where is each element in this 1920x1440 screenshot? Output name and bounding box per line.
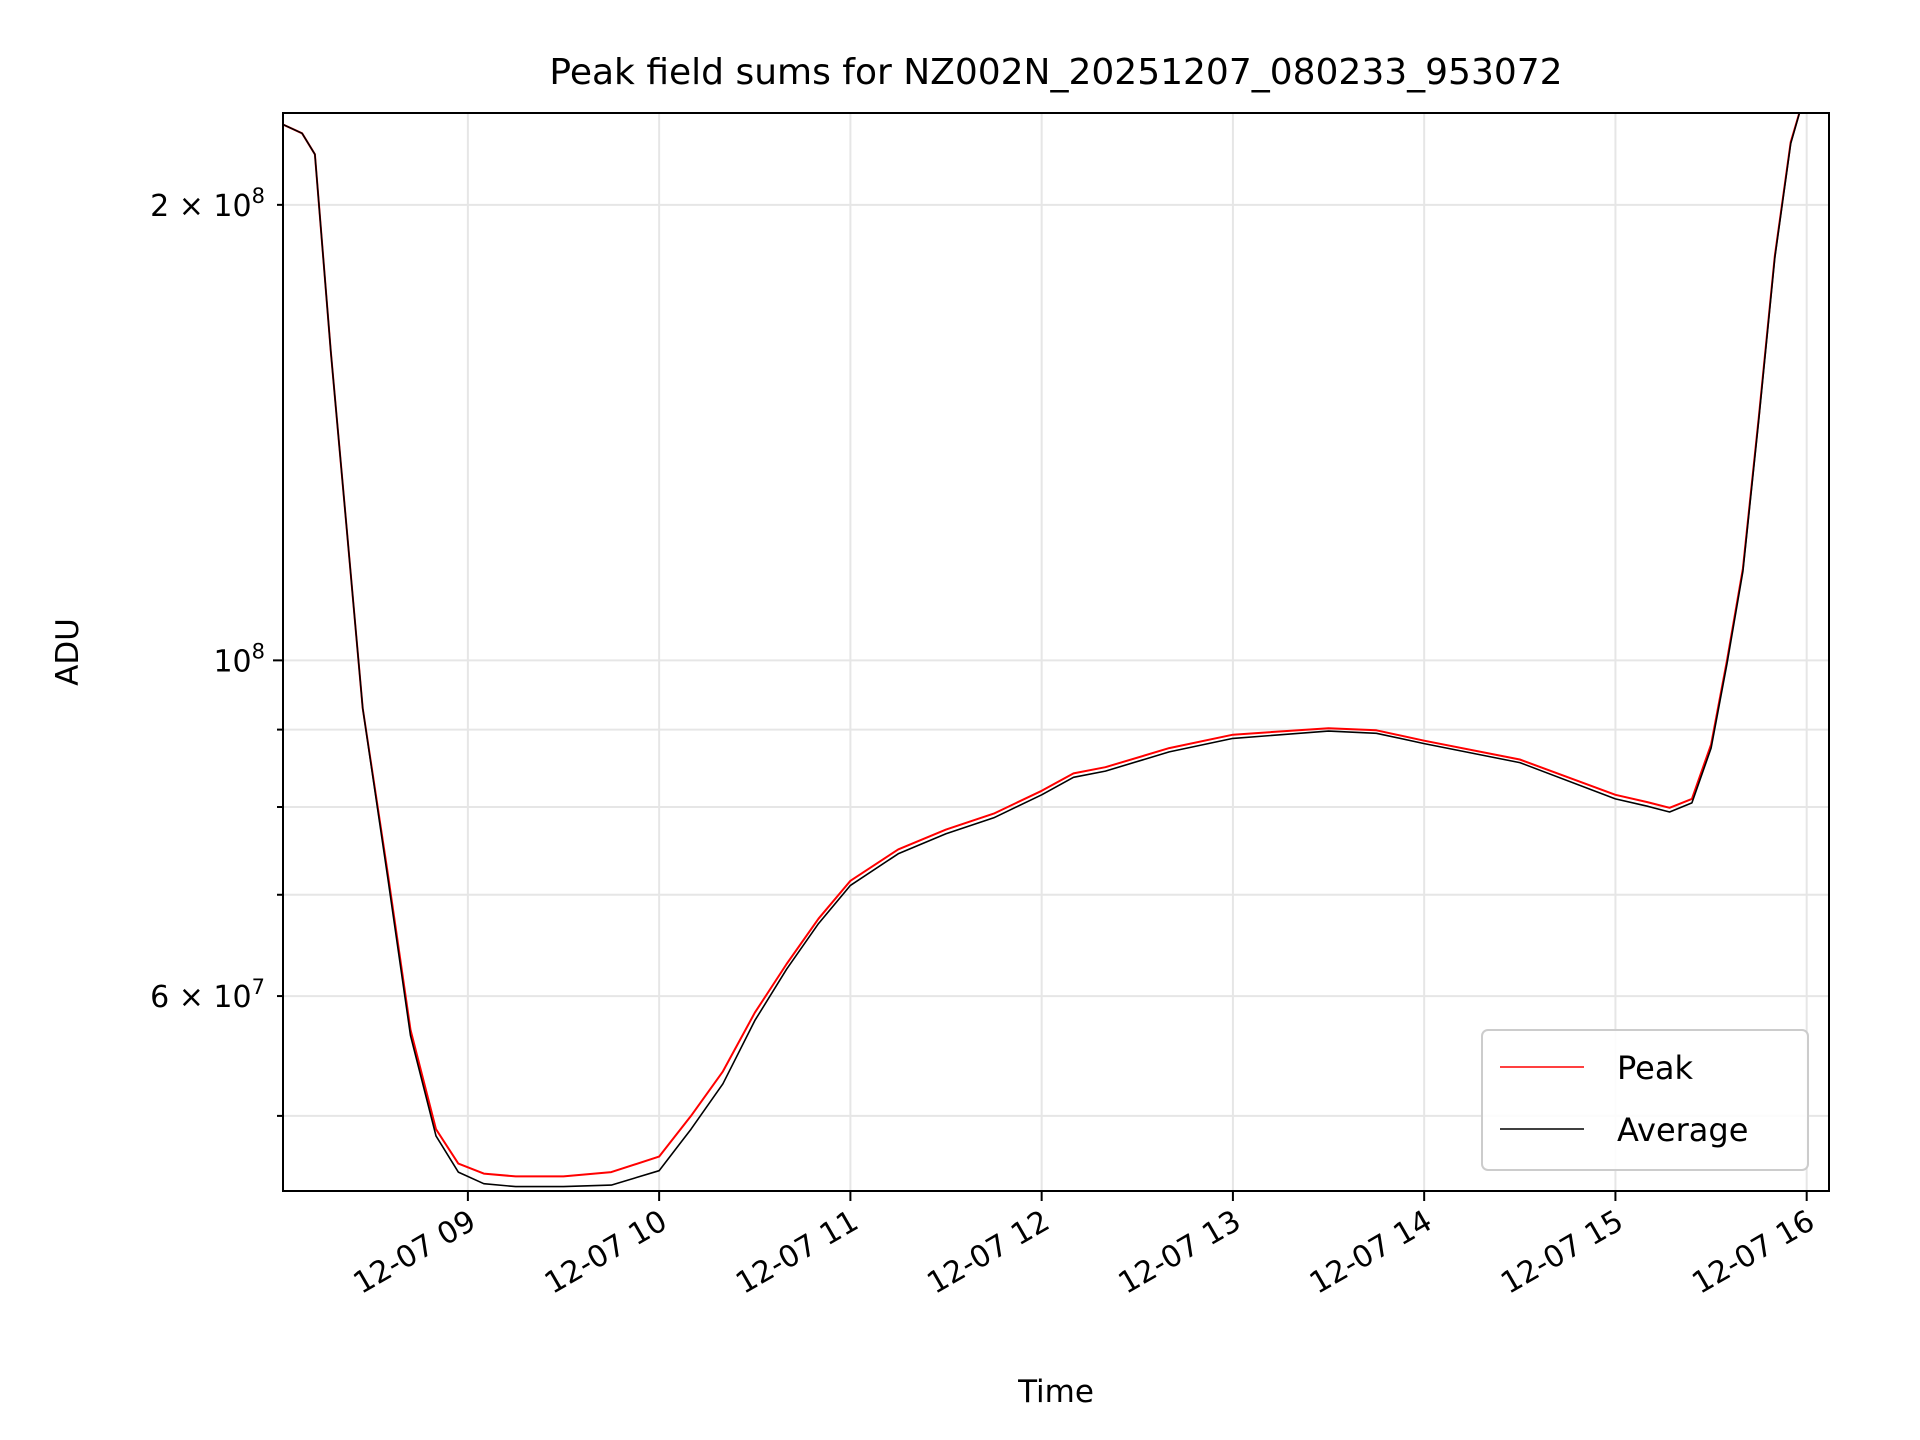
legend: Peak Average — [1481, 1029, 1809, 1171]
legend-box — [1481, 1029, 1809, 1171]
y-tick-label: 108 — [213, 639, 265, 679]
series-layer — [283, 113, 1801, 1188]
y-tick-label: 6 × 107 — [150, 975, 265, 1015]
x-tick-label: 12-07 13 — [1113, 1204, 1247, 1302]
x-tick-label: 12-07 10 — [539, 1204, 673, 1302]
grid — [283, 113, 1829, 1191]
series-line-peak — [283, 113, 1801, 1178]
x-tick-label: 12-07 09 — [348, 1204, 482, 1302]
y-axis-label: ADU — [50, 618, 86, 686]
x-tick-label: 12-07 16 — [1686, 1204, 1820, 1302]
x-tick-label: 12-07 11 — [730, 1204, 864, 1302]
x-tick-label: 12-07 14 — [1304, 1204, 1438, 1302]
x-tick-label: 12-07 15 — [1495, 1204, 1629, 1302]
chart-title: Peak field sums for NZ002N_20251207_0802… — [549, 52, 1562, 93]
legend-label-peak: Peak — [1617, 1049, 1693, 1087]
legend-label-average: Average — [1617, 1111, 1748, 1149]
x-axis-label: Time — [1017, 1374, 1094, 1410]
series-line-average — [283, 113, 1801, 1188]
y-tick-label: 2 × 108 — [150, 184, 265, 224]
plot-frame — [282, 112, 1830, 1192]
x-tick-label: 12-07 12 — [921, 1204, 1055, 1302]
